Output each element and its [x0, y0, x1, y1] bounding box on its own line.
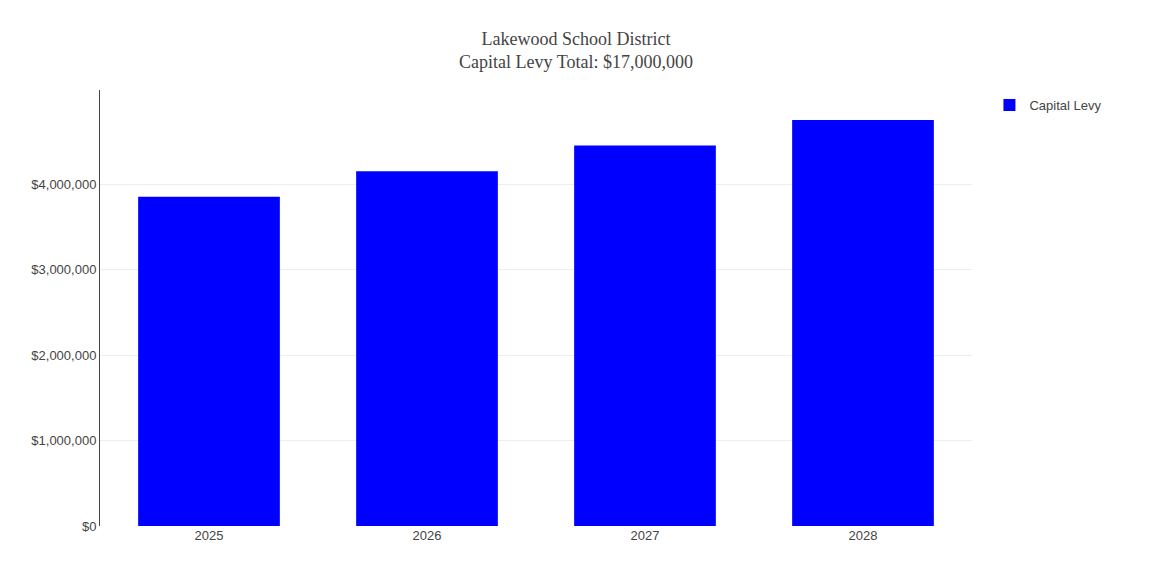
svg-text:2028: 2028 [849, 528, 878, 543]
svg-text:Lakewood School DistrictCapita: Lakewood School DistrictCapital Levy Tot… [459, 29, 693, 72]
svg-text:2027: 2027 [631, 528, 660, 543]
svg-text:2025: 2025 [195, 528, 224, 543]
svg-text:Capital Levy: Capital Levy [1029, 98, 1101, 113]
svg-text:$3,000,000: $3,000,000 [31, 262, 96, 277]
svg-text:$0: $0 [82, 519, 96, 534]
svg-text:$1,000,000: $1,000,000 [31, 433, 96, 448]
svg-text:2026: 2026 [413, 528, 442, 543]
svg-text:$2,000,000: $2,000,000 [31, 348, 96, 363]
svg-text:$4,000,000: $4,000,000 [31, 177, 96, 192]
